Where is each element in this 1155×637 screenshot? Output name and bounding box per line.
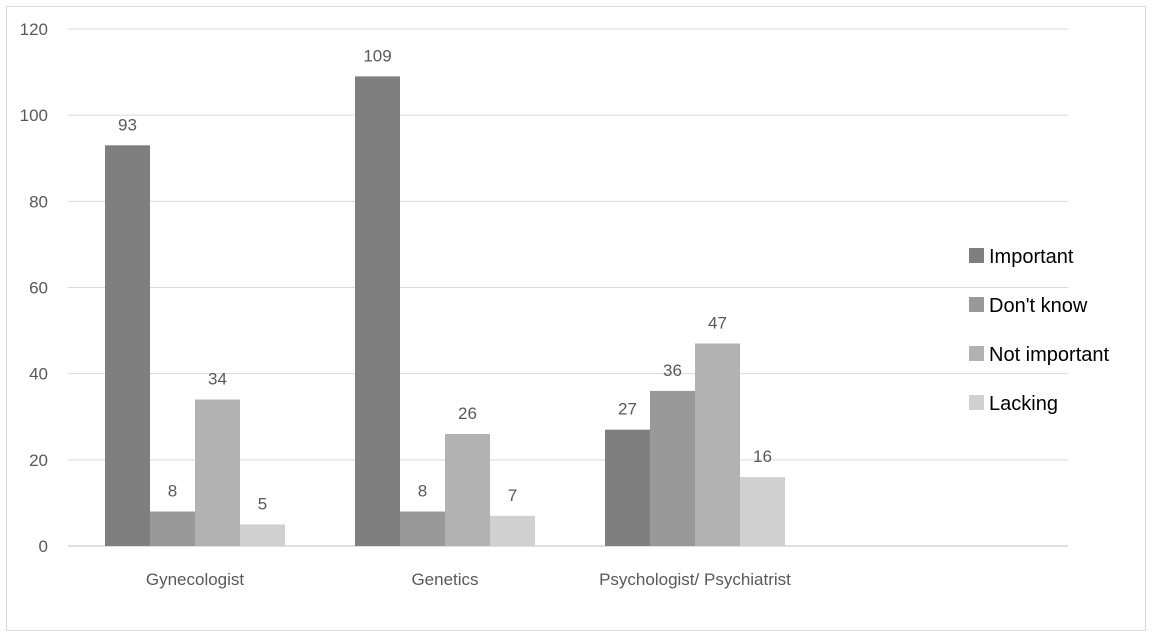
- bar-don-t-know-0: [150, 511, 195, 546]
- x-axis-category-labels: Gynecologist Genetics Psychologist/ Psychi…: [146, 570, 791, 589]
- data-label: 36: [663, 361, 682, 380]
- bar-don-t-know-2: [650, 390, 695, 546]
- category-label: Psychologist/ Psychiatrist: [599, 570, 791, 589]
- legend: Important Don't know Not important Lacking: [969, 246, 1109, 415]
- data-label: 16: [753, 447, 772, 466]
- legend-swatch: [969, 395, 984, 410]
- data-label: 8: [168, 482, 177, 501]
- data-label: 27: [618, 400, 637, 419]
- y-axis-tick-labels: 0 20 40 60 80 100 120: [20, 20, 48, 556]
- legend-swatch: [969, 297, 984, 312]
- data-labels: 93 8 34 5 109 8 26 7 27 36 47 16: [118, 46, 772, 513]
- category-label: Gynecologist: [146, 570, 245, 589]
- legend-swatch: [969, 346, 984, 361]
- bar-not-important-1: [445, 433, 490, 546]
- data-label: 47: [708, 314, 727, 333]
- y-tick-label: 40: [29, 365, 48, 384]
- legend-swatch: [969, 248, 984, 263]
- legend-label: Lacking: [989, 393, 1058, 415]
- data-label: 5: [258, 494, 267, 513]
- legend-label: Don't know: [989, 295, 1088, 317]
- data-label: 8: [418, 482, 427, 501]
- y-tick-label: 120: [20, 20, 48, 39]
- legend-item: Not important: [969, 344, 1109, 366]
- data-label: 109: [363, 46, 391, 65]
- bar-not-important-2: [695, 343, 740, 546]
- bar-important-1: [355, 76, 400, 547]
- bar-important-0: [105, 145, 150, 546]
- y-tick-label: 20: [29, 451, 48, 470]
- bar-important-2: [605, 429, 650, 546]
- bar-lacking-2: [740, 477, 785, 546]
- bar-not-important-0: [195, 399, 240, 546]
- legend-label: Not important: [989, 344, 1109, 366]
- data-label: 34: [208, 370, 227, 389]
- bar-lacking-0: [240, 524, 285, 546]
- data-label: 26: [458, 404, 477, 423]
- bar-don-t-know-1: [400, 511, 445, 546]
- data-label: 93: [118, 115, 137, 134]
- legend-item: Important: [969, 246, 1074, 268]
- legend-item: Lacking: [969, 393, 1058, 415]
- bars: [105, 76, 785, 547]
- category-label: Genetics: [411, 570, 478, 589]
- data-label: 7: [508, 486, 517, 505]
- y-tick-label: 80: [29, 192, 48, 211]
- y-tick-label: 60: [29, 279, 48, 298]
- legend-label: Important: [989, 246, 1074, 268]
- legend-item: Don't know: [969, 295, 1088, 317]
- y-tick-label: 0: [39, 537, 48, 556]
- bar-lacking-1: [490, 515, 535, 546]
- y-tick-label: 100: [20, 106, 48, 125]
